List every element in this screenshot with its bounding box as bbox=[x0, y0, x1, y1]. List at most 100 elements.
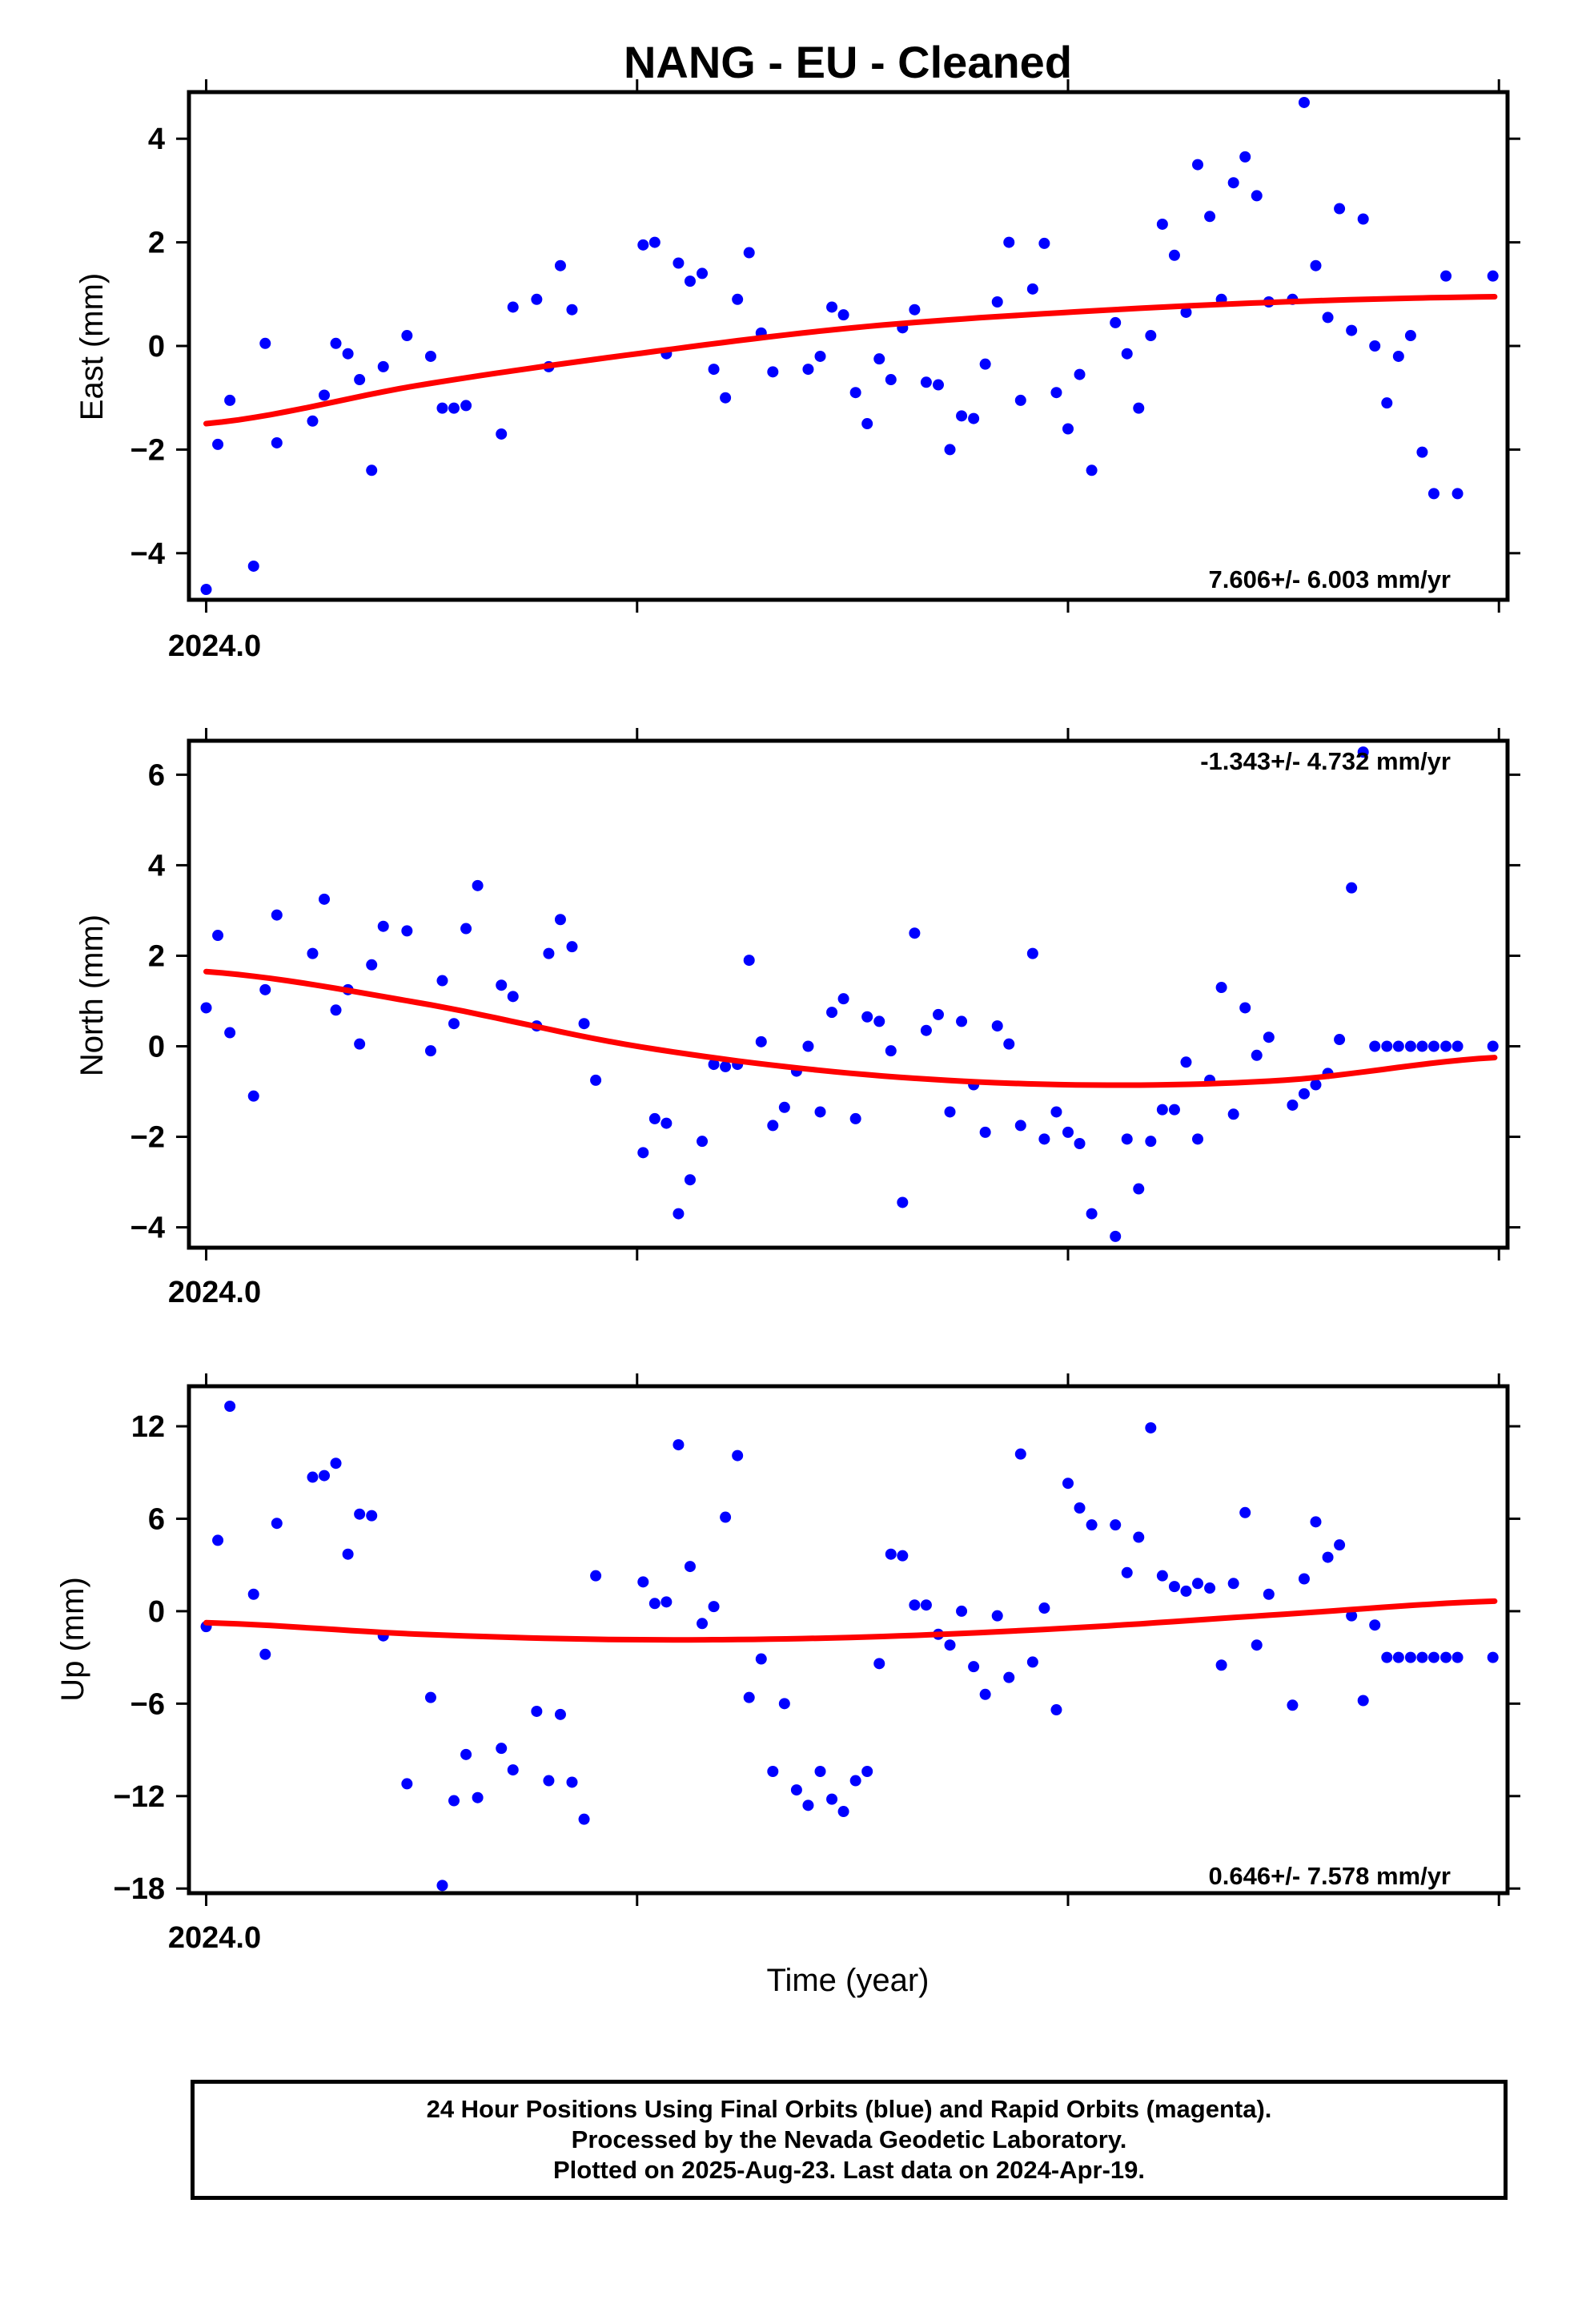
up-data-point bbox=[661, 1596, 673, 1608]
east-data-point bbox=[1427, 488, 1439, 500]
north-rate-label: -1.343+/- 4.732 mm/yr bbox=[1200, 747, 1451, 775]
east-data-point bbox=[909, 304, 921, 316]
up-data-point bbox=[837, 1806, 849, 1818]
north-data-point bbox=[767, 1120, 779, 1132]
north-data-point bbox=[1074, 1138, 1086, 1150]
up-data-point bbox=[968, 1661, 980, 1673]
north-data-point bbox=[507, 991, 519, 1003]
east-data-point bbox=[802, 364, 814, 376]
north-y-tick-label: 0 bbox=[148, 1030, 165, 1063]
footer-line-1: 24 Hour Positions Using Final Orbits (bl… bbox=[426, 2095, 1272, 2123]
up-y-tick-label: −6 bbox=[130, 1687, 165, 1721]
north-data-point bbox=[1133, 1183, 1145, 1195]
up-data-point bbox=[1416, 1651, 1428, 1663]
up-data-point bbox=[424, 1691, 436, 1703]
north-data-point bbox=[1156, 1104, 1168, 1116]
east-data-point bbox=[342, 348, 354, 360]
north-data-point bbox=[720, 1060, 732, 1072]
north-data-point bbox=[354, 1038, 366, 1050]
north-y-tick-label: 2 bbox=[148, 939, 165, 973]
east-data-point bbox=[767, 366, 779, 378]
up-data-point bbox=[1346, 1610, 1358, 1622]
up-y-tick-label: 12 bbox=[131, 1410, 165, 1444]
up-data-point bbox=[1239, 1506, 1251, 1518]
up-data-point bbox=[212, 1534, 224, 1546]
north-data-point bbox=[472, 879, 484, 891]
footer-box: 24 Hour Positions Using Final Orbits (bl… bbox=[191, 2080, 1508, 2200]
north-plot-area: −4 −2 0 2 4 6 bbox=[130, 728, 1520, 1261]
east-data-point bbox=[849, 387, 861, 399]
up-data-point bbox=[920, 1599, 932, 1611]
north-data-point bbox=[1416, 1040, 1428, 1052]
north-data-point bbox=[1404, 1040, 1416, 1052]
up-data-point bbox=[319, 1470, 331, 1482]
east-data-point bbox=[460, 400, 472, 412]
north-panel: −4 −2 0 2 4 6 North (mm) 2024.0 -1.343+/- 4.7… bbox=[74, 728, 1520, 1309]
north-data-point bbox=[496, 979, 508, 991]
north-data-point bbox=[1427, 1040, 1439, 1052]
east-data-point bbox=[566, 304, 578, 316]
up-data-point bbox=[472, 1791, 484, 1803]
east-data-point bbox=[814, 350, 826, 362]
up-data-point bbox=[885, 1548, 897, 1560]
north-data-point bbox=[932, 1008, 944, 1020]
up-data-point bbox=[1050, 1704, 1062, 1716]
north-data-point bbox=[1121, 1133, 1133, 1145]
up-data-point bbox=[224, 1401, 236, 1413]
up-data-point bbox=[1204, 1582, 1216, 1594]
north-data-point bbox=[590, 1074, 602, 1086]
east-data-point bbox=[1487, 270, 1499, 282]
east-rate-label: 7.606+/- 6.003 mm/yr bbox=[1209, 565, 1451, 593]
east-data-point bbox=[1168, 249, 1180, 261]
up-data-point bbox=[697, 1618, 709, 1630]
up-data-point bbox=[1369, 1619, 1381, 1631]
up-data-point bbox=[460, 1748, 472, 1760]
north-data-point bbox=[448, 1018, 460, 1030]
east-y-tick-label: 0 bbox=[148, 330, 165, 364]
north-data-point bbox=[1298, 1088, 1310, 1100]
east-data-point bbox=[1357, 213, 1369, 225]
up-data-point bbox=[1145, 1421, 1157, 1433]
east-data-point bbox=[1369, 340, 1381, 352]
east-data-point bbox=[377, 360, 389, 372]
east-data-point bbox=[732, 293, 744, 305]
north-data-point bbox=[1003, 1038, 1015, 1050]
up-data-point bbox=[1322, 1551, 1334, 1563]
east-plot-area: −4 −2 0 2 4 bbox=[130, 79, 1520, 613]
up-data-point bbox=[1192, 1578, 1204, 1590]
chart-title: NANG - EU - Cleaned bbox=[624, 37, 1072, 87]
up-data-point bbox=[826, 1793, 838, 1805]
north-data-point bbox=[826, 1007, 838, 1019]
up-data-point bbox=[554, 1708, 566, 1720]
north-data-point bbox=[849, 1112, 861, 1124]
up-data-point bbox=[1121, 1566, 1133, 1578]
north-data-point bbox=[1310, 1079, 1322, 1091]
up-data-point bbox=[743, 1691, 755, 1703]
east-data-point bbox=[401, 330, 413, 342]
east-data-point bbox=[743, 247, 755, 259]
up-data-point bbox=[259, 1648, 271, 1660]
east-x-tick-label: 2024.0 bbox=[168, 629, 261, 663]
up-data-point bbox=[507, 1764, 519, 1776]
north-data-point bbox=[743, 955, 755, 967]
north-data-point bbox=[897, 1196, 909, 1208]
east-data-point bbox=[1192, 159, 1204, 171]
east-data-point bbox=[224, 394, 236, 406]
east-data-point bbox=[247, 560, 259, 572]
east-data-point bbox=[1026, 283, 1038, 295]
up-data-point bbox=[1038, 1602, 1050, 1614]
up-data-point bbox=[1392, 1651, 1404, 1663]
up-data-point bbox=[1427, 1651, 1439, 1663]
up-data-point bbox=[1133, 1531, 1145, 1543]
up-data-point bbox=[1263, 1588, 1275, 1600]
east-data-point bbox=[1404, 330, 1416, 342]
east-data-point bbox=[366, 464, 378, 476]
north-data-point bbox=[648, 1112, 661, 1124]
east-data-point bbox=[826, 301, 838, 313]
north-data-point bbox=[566, 941, 578, 953]
up-data-point bbox=[436, 1880, 448, 1892]
up-data-point bbox=[814, 1766, 826, 1778]
east-data-point bbox=[708, 364, 720, 376]
north-data-point bbox=[401, 925, 413, 937]
east-data-point bbox=[1322, 312, 1334, 324]
